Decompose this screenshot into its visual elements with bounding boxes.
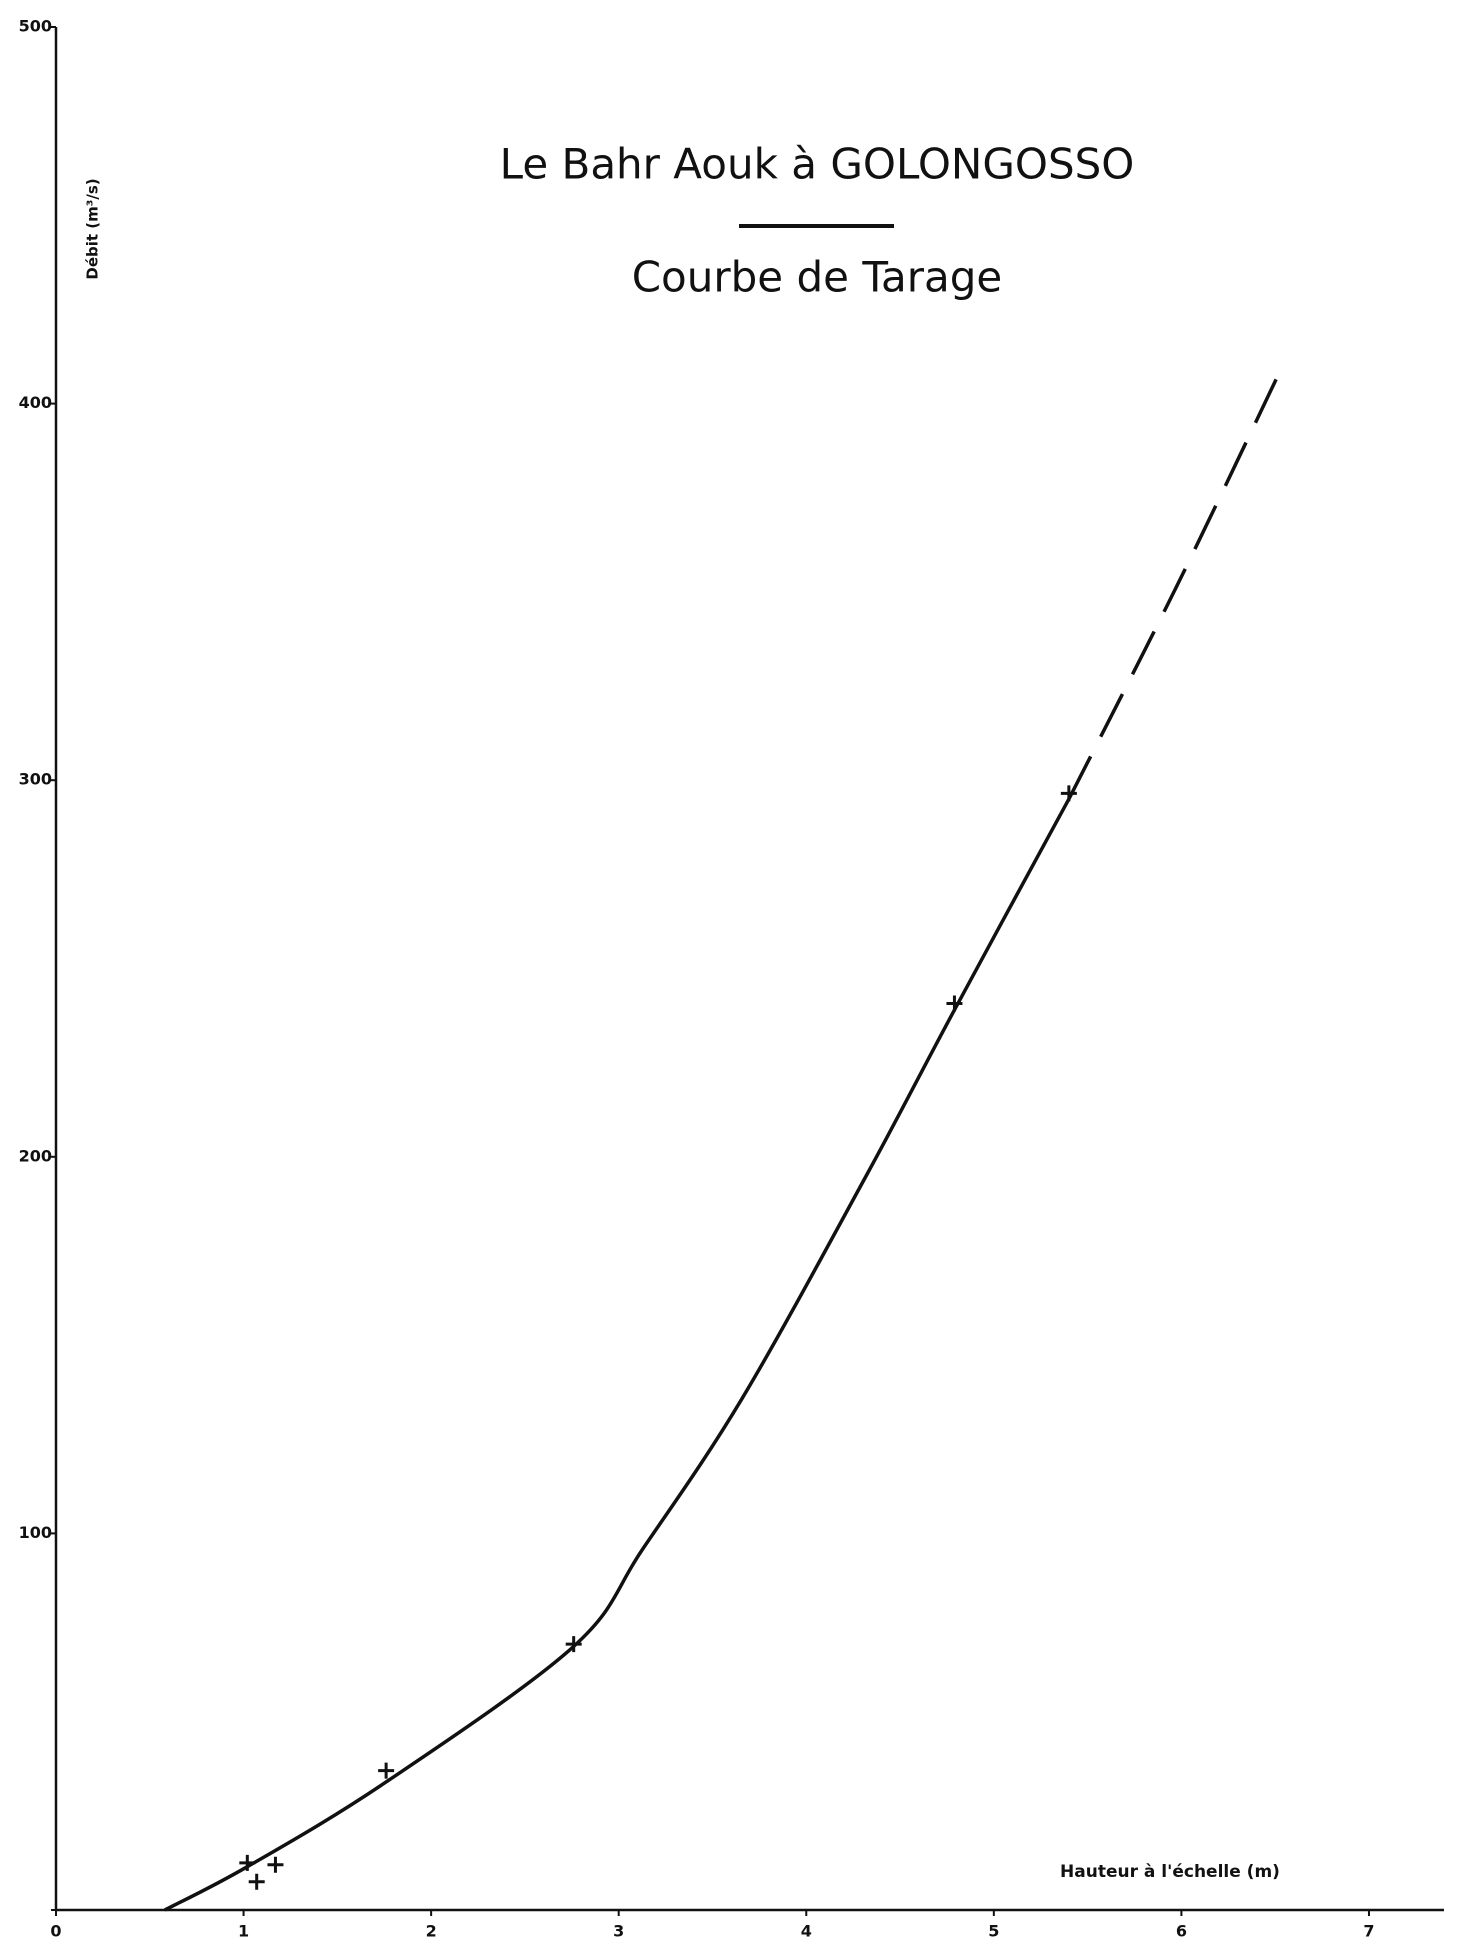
rating-curve [1067, 372, 1281, 800]
x-tick-label: 7 [1363, 1922, 1374, 1941]
y-tick-label: 100 [19, 1523, 52, 1542]
chart-title: Le Bahr Aouk à GOLONGOSSO [500, 140, 1135, 189]
rating-curve [163, 798, 1071, 1912]
x-tick-label: 4 [801, 1922, 812, 1941]
x-tick-label: 5 [988, 1922, 999, 1941]
data-point [378, 1762, 395, 1779]
x-tick-label: 1 [238, 1922, 249, 1941]
y-tick-label: 400 [19, 393, 52, 412]
x-tick-label: 0 [50, 1922, 61, 1941]
y-axis-label: Débit (m³/s) [84, 178, 102, 279]
x-axis-label: Hauteur à l'échelle (m) [1060, 1862, 1280, 1882]
x-tick-label: 2 [426, 1922, 437, 1941]
x-tick-label: 6 [1176, 1922, 1187, 1941]
y-tick-label: 200 [19, 1146, 52, 1165]
y-tick-label: 300 [19, 770, 52, 789]
data-point [267, 1856, 284, 1873]
data-point [248, 1873, 265, 1890]
x-tick-label: 3 [613, 1922, 624, 1941]
y-tick-label: 500 [19, 17, 52, 36]
chart-subtitle: Courbe de Tarage [632, 253, 1003, 302]
